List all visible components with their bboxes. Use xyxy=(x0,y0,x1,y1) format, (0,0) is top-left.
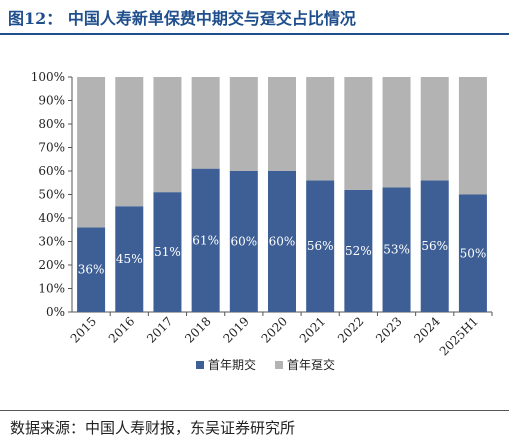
bar-segment-single xyxy=(229,77,258,171)
bar-segment-periodic xyxy=(191,168,220,312)
legend-label: 首年趸交 xyxy=(287,357,335,372)
x-tick-label: 2024 xyxy=(411,314,443,346)
bar-segment-single xyxy=(77,77,106,228)
y-tick-label: 30% xyxy=(38,235,65,249)
y-tick-label: 80% xyxy=(38,117,65,131)
bar-segment-periodic xyxy=(268,171,296,312)
y-tick-label: 90% xyxy=(38,94,65,108)
bar-segment-periodic xyxy=(229,171,258,312)
data-label: 56% xyxy=(307,239,334,253)
y-tick-label: 40% xyxy=(38,211,65,225)
data-source: 数据来源：中国人寿财报，东吴证券研究所 xyxy=(10,419,296,437)
bar-segment-single xyxy=(191,77,220,169)
data-label: 56% xyxy=(421,239,448,253)
legend-label: 首年期交 xyxy=(208,357,256,372)
legend-swatch xyxy=(196,361,204,369)
x-tick-label: 2023 xyxy=(373,314,404,345)
bar-segment-single xyxy=(458,77,487,195)
y-tick-label: 50% xyxy=(38,188,65,202)
y-tick-label: 0% xyxy=(46,305,65,319)
bar-segment-periodic xyxy=(77,227,106,312)
data-label: 50% xyxy=(460,246,487,260)
x-tick-label: 2016 xyxy=(106,314,137,345)
y-tick-label: 20% xyxy=(38,258,65,272)
data-label: 61% xyxy=(192,233,219,247)
bar-segment-periodic xyxy=(153,192,182,312)
bar-segment-periodic xyxy=(458,194,487,312)
bar-segment-periodic xyxy=(382,187,411,312)
x-tick-label: 2021 xyxy=(297,314,328,345)
bar-segment-periodic xyxy=(344,189,373,312)
bar-segment-single xyxy=(153,77,182,193)
figure-title: 图12： 中国人寿新单保费中期交与趸交占比情况 xyxy=(8,9,356,28)
stacked-bar-chart: 0% 10% 20% 30% 40% 50% 60% 70% 80% 90% 100% 36% 2015… xyxy=(31,70,493,372)
bar-segment-single xyxy=(420,77,449,181)
bar-segment-single xyxy=(268,77,296,171)
bar-segment-periodic xyxy=(115,206,144,312)
x-tick-label: 2022 xyxy=(335,314,366,345)
y-tick-label: 100% xyxy=(31,70,65,84)
y-tick-label: 60% xyxy=(38,164,65,178)
title-bar: 图12： 中国人寿新单保费中期交与趸交占比情况 xyxy=(0,0,509,35)
bar-segment-single xyxy=(115,77,144,207)
data-label: 36% xyxy=(78,263,105,277)
bar-segment-periodic xyxy=(306,180,335,312)
x-tick-label: 2017 xyxy=(144,314,175,345)
bar-segment-single xyxy=(306,77,335,181)
x-tick-label: 2015 xyxy=(68,314,99,345)
bar-segment-single xyxy=(382,77,411,188)
y-tick-label: 10% xyxy=(38,282,65,296)
data-label: 60% xyxy=(269,235,296,249)
bar-segment-single xyxy=(344,77,373,190)
bar-segment-periodic xyxy=(420,180,449,312)
x-tick-label: 2018 xyxy=(182,314,213,345)
data-label: 45% xyxy=(116,252,143,266)
data-label: 53% xyxy=(383,243,410,257)
legend-swatch xyxy=(275,361,283,369)
data-label: 52% xyxy=(345,244,372,258)
data-label: 60% xyxy=(230,235,257,249)
data-label: 51% xyxy=(154,245,181,259)
x-tick-label: 2025H1 xyxy=(437,314,481,358)
x-tick-label: 2019 xyxy=(220,314,251,345)
title-divider xyxy=(0,33,509,35)
x-tick-label: 2020 xyxy=(259,314,290,345)
source-divider xyxy=(0,410,509,411)
y-tick-label: 70% xyxy=(38,141,65,155)
